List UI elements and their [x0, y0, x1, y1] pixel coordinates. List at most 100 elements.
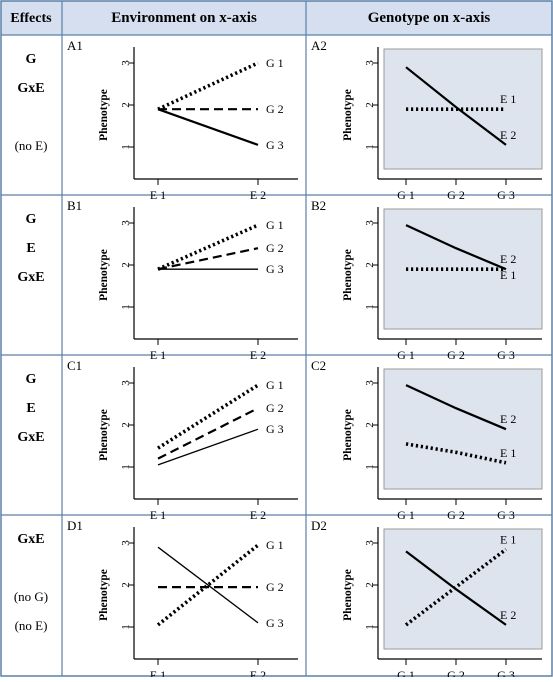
- series-label: G 2: [266, 102, 284, 116]
- panel-a2: A2 1 2 3 Phenotype G 1 G 2 G 3 E 1 E 2: [311, 38, 543, 202]
- panel-background: [383, 368, 543, 490]
- series-line-e2: [405, 66, 507, 146]
- effect-label: E: [26, 241, 35, 256]
- series-label: G 1: [266, 538, 284, 552]
- series-label: E 2: [500, 608, 516, 622]
- y-tick-label: 1: [364, 624, 376, 630]
- series-line-e1: [404, 547, 508, 627]
- y-tick-label: 1: [364, 144, 376, 150]
- y-tick-label: 3: [364, 60, 376, 66]
- y-axis-label: Phenotype: [342, 409, 354, 461]
- panel-label: B1: [67, 198, 82, 213]
- y-tick-label: 1: [120, 624, 132, 630]
- series-line-g1: [156, 543, 260, 627]
- y-axis-label: Phenotype: [342, 249, 354, 301]
- panel-label: C2: [311, 358, 326, 373]
- y-tick-label: 2: [364, 262, 376, 268]
- effect-label: GxE: [17, 430, 44, 445]
- series-label: G 2: [266, 401, 284, 415]
- x-tick-label: G 3: [497, 188, 515, 202]
- y-tick-label: 1: [120, 464, 132, 470]
- panel-d1: D1 1 2 3 Phenotype E 1 E 2 G 1 G 2 G 3: [67, 518, 298, 682]
- y-tick-label: 2: [120, 582, 132, 588]
- effect-label: GxE: [17, 532, 44, 547]
- x-tick-label: G 1: [397, 348, 415, 362]
- y-tick-label: 2: [120, 262, 132, 268]
- header-background: [1, 1, 552, 35]
- series-line-g3: [157, 428, 259, 466]
- x-tick-label: G 3: [497, 348, 515, 362]
- x-tick-label: G 3: [497, 668, 515, 677]
- y-tick-label: 1: [364, 464, 376, 470]
- series-line-g1: [157, 383, 259, 450]
- effect-label: E: [26, 401, 35, 416]
- y-tick-label: 1: [120, 144, 132, 150]
- x-tick-label: G 3: [497, 508, 515, 522]
- series-label: E 2: [500, 412, 516, 426]
- header-genotype: Genotype on x-axis: [368, 10, 491, 26]
- panel-a1: A1 1 2 3 Phenotype E 1 E 2 G 1 G 2 G 3: [67, 38, 298, 202]
- y-tick-label: 2: [120, 102, 132, 108]
- y-tick-label: 1: [120, 304, 132, 310]
- x-tick-label: E 2: [250, 508, 266, 522]
- series-label: G 2: [266, 580, 284, 594]
- x-tick-label: E 1: [150, 348, 166, 362]
- x-tick-label: G 2: [447, 348, 465, 362]
- series-line-g3: [157, 108, 259, 146]
- y-tick-label: 2: [364, 102, 376, 108]
- series-label: E 1: [500, 268, 516, 282]
- x-tick-label: G 2: [447, 668, 465, 677]
- panel-d2: D2 1 2 3 Phenotype G 1 G 2 G 3 E 1 E 2: [311, 518, 543, 682]
- series-line-g3: [157, 546, 259, 624]
- x-tick-label: E 1: [150, 668, 166, 677]
- y-tick-label: 2: [364, 422, 376, 428]
- y-tick-label: 3: [120, 220, 132, 226]
- series-line-e2: [405, 550, 507, 626]
- series-line-g2: [157, 407, 259, 460]
- x-tick-label: E 2: [250, 188, 266, 202]
- x-tick-label: E 2: [250, 348, 266, 362]
- effect-label: (no E): [15, 618, 48, 633]
- panel-background: [383, 528, 543, 650]
- effects-cell: GE GxE: [17, 212, 44, 285]
- series-label: E 1: [500, 92, 516, 106]
- panel-b2: B2 1 2 3 Phenotype G 1 G 2 G 3 E 2 E 1: [311, 198, 543, 362]
- effect-label: GxE: [17, 270, 44, 285]
- effect-label: (no E): [15, 138, 48, 153]
- panel-label: A1: [67, 38, 83, 53]
- effect-label: GxE: [17, 81, 44, 96]
- x-tick-label: E 1: [150, 188, 166, 202]
- table-header: Effects Environment on x-axis Genotype o…: [10, 10, 490, 26]
- x-tick-label: E 1: [150, 508, 166, 522]
- panel-label: A2: [311, 38, 327, 53]
- y-axis-label: Phenotype: [98, 569, 110, 621]
- panel-label: B2: [311, 198, 326, 213]
- panel-c1: C1 1 2 3 Phenotype E 1 E 2 G 1 G 2 G 3: [67, 358, 298, 522]
- panel-label: D2: [311, 518, 327, 533]
- y-tick-label: 3: [364, 540, 376, 546]
- series-label: G 1: [266, 56, 284, 70]
- series-label: G 1: [266, 218, 284, 232]
- series-line-g1: [157, 61, 259, 111]
- effects-cell: G GxE (no E): [15, 52, 48, 153]
- x-tick-label: G 2: [447, 188, 465, 202]
- y-tick-label: 3: [364, 220, 376, 226]
- y-tick-label: 2: [364, 582, 376, 588]
- series-label: E 1: [500, 532, 516, 546]
- effect-label: (no G): [14, 589, 48, 604]
- y-axis-label: Phenotype: [98, 89, 110, 141]
- series-label: E 2: [500, 252, 516, 266]
- y-axis-label: Phenotype: [342, 89, 354, 141]
- series-label: G 1: [266, 378, 284, 392]
- series-line-g2: [157, 247, 259, 271]
- panel-c2: C2 1 2 3 Phenotype G 1 G 2 G 3 E 2 E 1: [311, 358, 543, 522]
- y-tick-label: 3: [120, 540, 132, 546]
- y-tick-label: 3: [120, 60, 132, 66]
- series-label: G 3: [266, 616, 284, 630]
- x-tick-label: G 1: [397, 188, 415, 202]
- panel-label: D1: [67, 518, 83, 533]
- series-label: E 2: [500, 128, 516, 142]
